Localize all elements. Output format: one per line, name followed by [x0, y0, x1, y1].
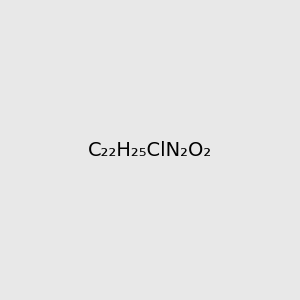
- Text: C₂₂H₂₅ClN₂O₂: C₂₂H₂₅ClN₂O₂: [88, 140, 212, 160]
